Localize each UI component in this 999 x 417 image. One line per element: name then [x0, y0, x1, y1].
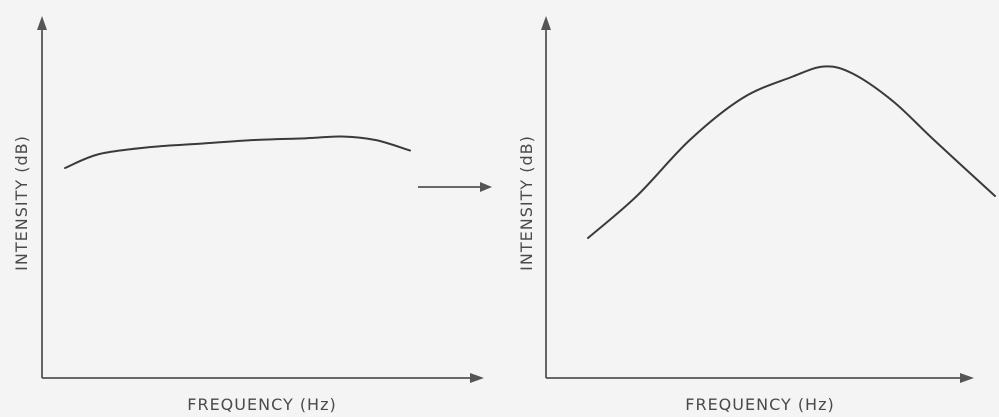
transition-arrow: [418, 182, 492, 192]
right-x-axis-label: FREQUENCY (Hz): [685, 395, 834, 414]
left-x-axis-label: FREQUENCY (Hz): [187, 395, 336, 414]
chart-right: FREQUENCY (Hz) INTENSITY (dB): [517, 16, 996, 414]
right-y-axis-label: INTENSITY (dB): [517, 135, 536, 271]
left-y-axis-arrow: [37, 16, 47, 30]
right-series-line: [587, 65, 996, 239]
right-y-axis-arrow: [541, 16, 551, 30]
left-y-axis-label: INTENSITY (dB): [12, 135, 31, 271]
right-x-axis-arrow: [960, 373, 974, 383]
chart-left: FREQUENCY (Hz) INTENSITY (dB): [12, 16, 484, 414]
left-x-axis-arrow: [470, 373, 484, 383]
transition-arrow-head: [480, 182, 492, 192]
left-series-line: [64, 135, 411, 169]
